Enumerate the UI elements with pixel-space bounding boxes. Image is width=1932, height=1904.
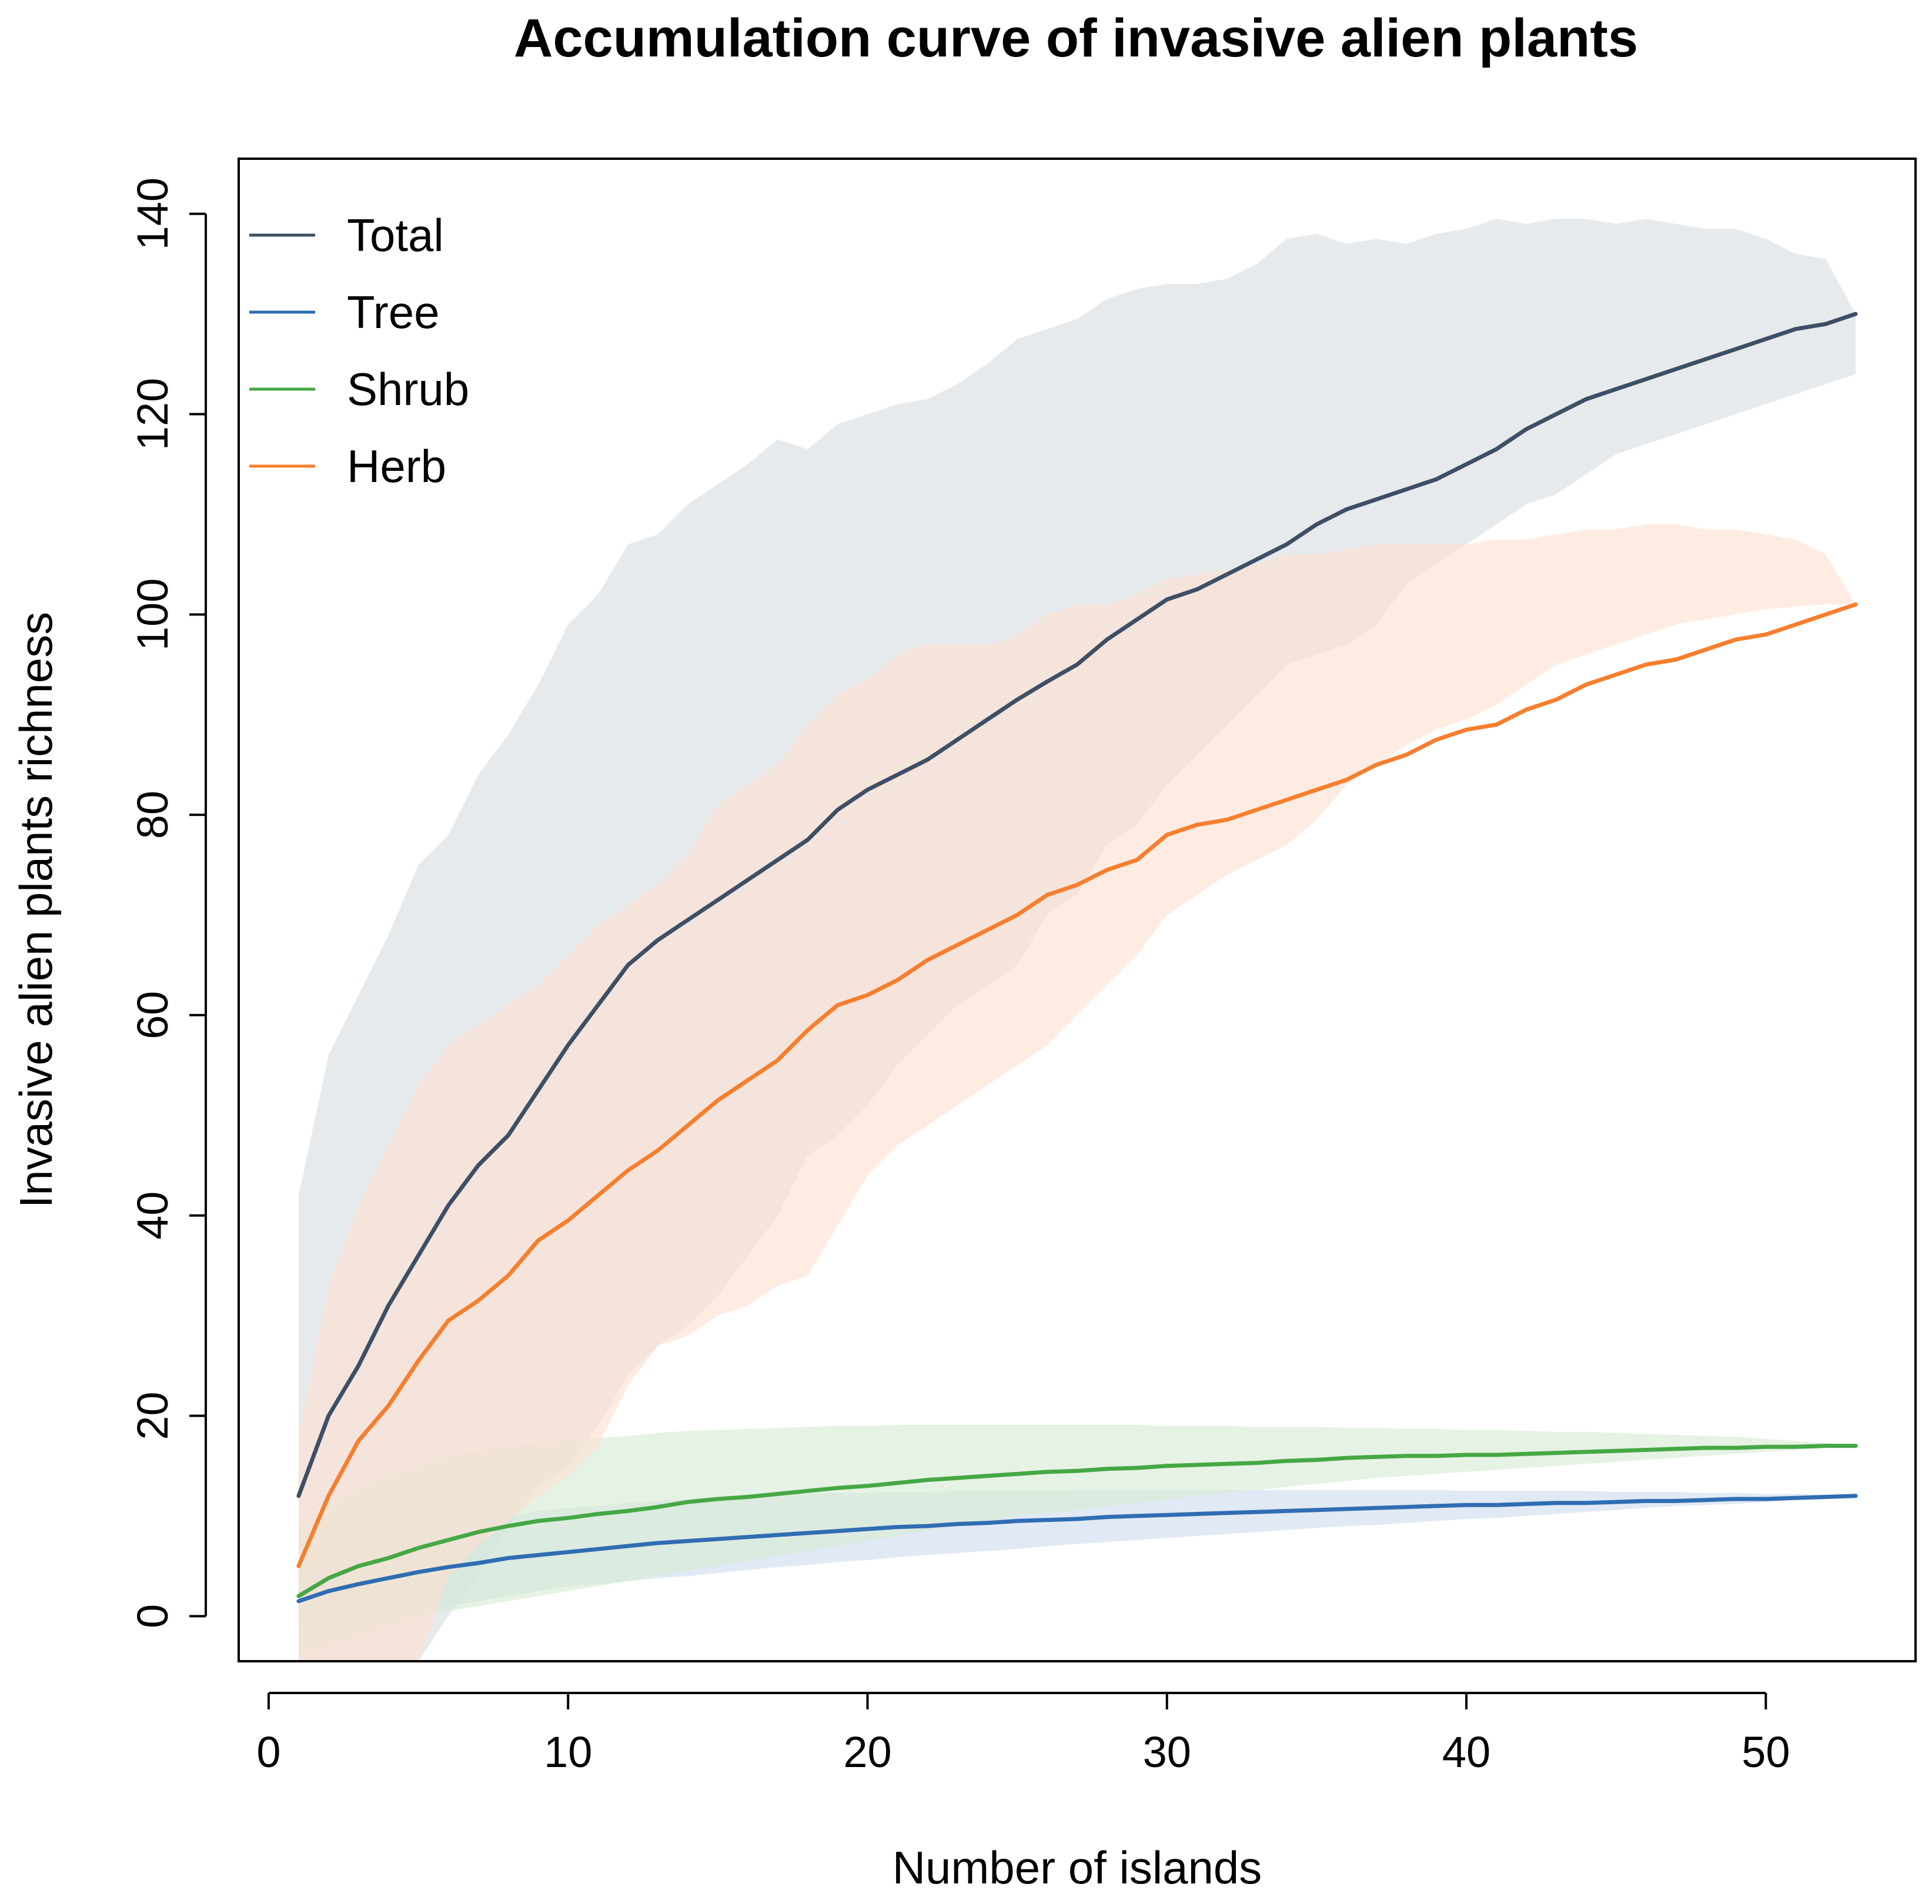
shrub-legend-label: Shrub bbox=[347, 363, 469, 415]
legend: Total Tree Shrub Herb bbox=[249, 209, 469, 492]
y-tick-label: 100 bbox=[128, 578, 177, 651]
herb-line bbox=[296, 602, 1858, 1568]
x-tick-label: 30 bbox=[1143, 1728, 1191, 1776]
herb-confidence-band bbox=[298, 524, 1856, 1661]
shrub-line bbox=[296, 1444, 1858, 1598]
series-lines bbox=[296, 312, 1858, 1604]
y-tick-label: 140 bbox=[128, 178, 177, 250]
y-tick-label: 0 bbox=[128, 1604, 177, 1628]
total-legend-label: Total bbox=[347, 209, 444, 261]
total-line bbox=[296, 312, 1858, 1498]
herb-legend-label: Herb bbox=[347, 440, 446, 492]
y-tick-label: 20 bbox=[128, 1391, 177, 1440]
x-tick-label: 0 bbox=[256, 1728, 280, 1776]
y-tick-label: 60 bbox=[128, 991, 177, 1039]
x-axis-label: Number of islands bbox=[893, 1842, 1262, 1893]
y-tick-label: 80 bbox=[128, 791, 177, 839]
plot-frame bbox=[238, 158, 1917, 1662]
y-axis-label: Invasive alien plants richness bbox=[10, 612, 62, 1209]
y-tick-label: 40 bbox=[128, 1192, 177, 1240]
x-tick-label: 40 bbox=[1442, 1728, 1490, 1776]
tree-legend-label: Tree bbox=[347, 286, 440, 338]
x-axis: 0 10 20 30 40 50 bbox=[256, 1692, 1790, 1776]
confidence-bands bbox=[298, 219, 1856, 1662]
chart-title: Accumulation curve of invasive alien pla… bbox=[514, 8, 1638, 68]
x-tick-label: 50 bbox=[1742, 1728, 1790, 1776]
y-tick-label: 120 bbox=[128, 378, 177, 450]
x-tick-label: 10 bbox=[544, 1728, 592, 1776]
y-axis: 0 20 40 60 80 100 120 140 bbox=[128, 178, 207, 1628]
shrub-confidence-band bbox=[298, 1424, 1856, 1657]
x-tick-label: 20 bbox=[843, 1728, 891, 1776]
tree-line bbox=[296, 1494, 1858, 1604]
